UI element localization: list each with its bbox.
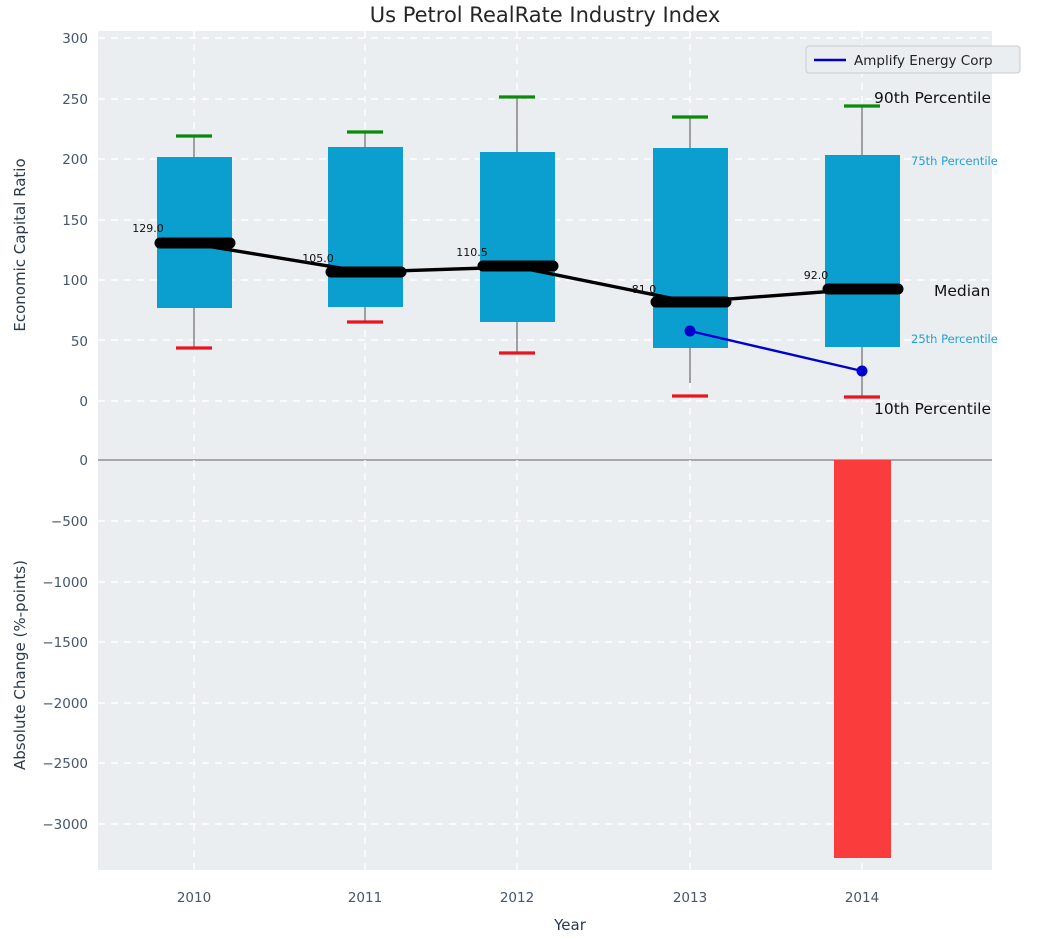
ytick-lower-m2000: −2000 (42, 696, 88, 712)
upper-y-ticklabels: 300 250 200 150 100 50 0 (62, 31, 88, 410)
iqr-boxes (157, 147, 900, 348)
median-label-2013: 81.0 (632, 283, 657, 296)
median-bars (154, 237, 904, 308)
xtick-2011: 2011 (348, 890, 382, 906)
median-label-2011: 105.0 (302, 252, 334, 265)
ytick-upper-200: 200 (62, 152, 88, 168)
ytick-lower-m1000: −1000 (42, 575, 88, 591)
xtick-2010: 2010 (177, 890, 211, 906)
annotation-median: Median (934, 282, 990, 300)
xtick-2013: 2013 (673, 890, 707, 906)
ytick-upper-250: 250 (62, 92, 88, 108)
ytick-lower-m3000: −3000 (42, 817, 88, 833)
xtick-2014: 2014 (845, 890, 879, 906)
ytick-lower-m1500: −1500 (42, 635, 88, 651)
legend-label-amplify-energy-corp: Amplify Energy Corp (854, 53, 993, 69)
annotation-p10: 10th Percentile (874, 400, 991, 418)
box-2014 (825, 155, 900, 347)
median-label-2014: 92.0 (804, 269, 829, 282)
median-label-2010: 129.0 (132, 222, 164, 235)
box-2012 (480, 152, 555, 322)
annotation-p90: 90th Percentile (874, 89, 991, 107)
ytick-lower-m2500: −2500 (42, 756, 88, 772)
company-marker-2013 (684, 325, 696, 337)
company-line (689, 329, 863, 373)
annotation-p25: 25th Percentile (911, 332, 998, 346)
annotation-p75: 75th Percentile (911, 154, 998, 168)
ytick-upper-50: 50 (71, 334, 88, 350)
box-2011 (328, 147, 403, 307)
median-value-labels: 129.0 105.0 110.5 81.0 92.0 (132, 222, 828, 296)
x-axis-label: Year (553, 916, 587, 934)
box-2010 (157, 157, 232, 308)
lower-y-axis-label: Absolute Change (%-points) (11, 560, 29, 770)
ytick-lower-0: 0 (79, 453, 88, 469)
chart-legend[interactable]: Amplify Energy Corp (805, 45, 1021, 74)
ytick-upper-100: 100 (62, 273, 88, 289)
median-label-2012: 110.5 (456, 246, 488, 259)
chart-title: Us Petrol RealRate Industry Index (370, 3, 721, 27)
legend-box (805, 45, 1021, 74)
negative-change-bar-2014 (834, 460, 891, 858)
xtick-2012: 2012 (500, 890, 534, 906)
p10-caps (176, 320, 880, 399)
lower-y-ticklabels: 0 −500 −1000 −1500 −2000 −2500 −3000 (42, 453, 88, 833)
company-marker-2014 (856, 365, 868, 377)
ytick-upper-0: 0 (79, 394, 88, 410)
p90-caps (176, 95, 880, 138)
ytick-lower-m500: −500 (51, 514, 88, 530)
box-2013 (653, 148, 728, 348)
x-ticklabels: 2010 2011 2012 2013 2014 (177, 890, 879, 906)
upper-y-axis-label: Economic Capital Ratio (11, 158, 29, 331)
ytick-upper-150: 150 (62, 213, 88, 229)
ytick-upper-300: 300 (62, 31, 88, 47)
